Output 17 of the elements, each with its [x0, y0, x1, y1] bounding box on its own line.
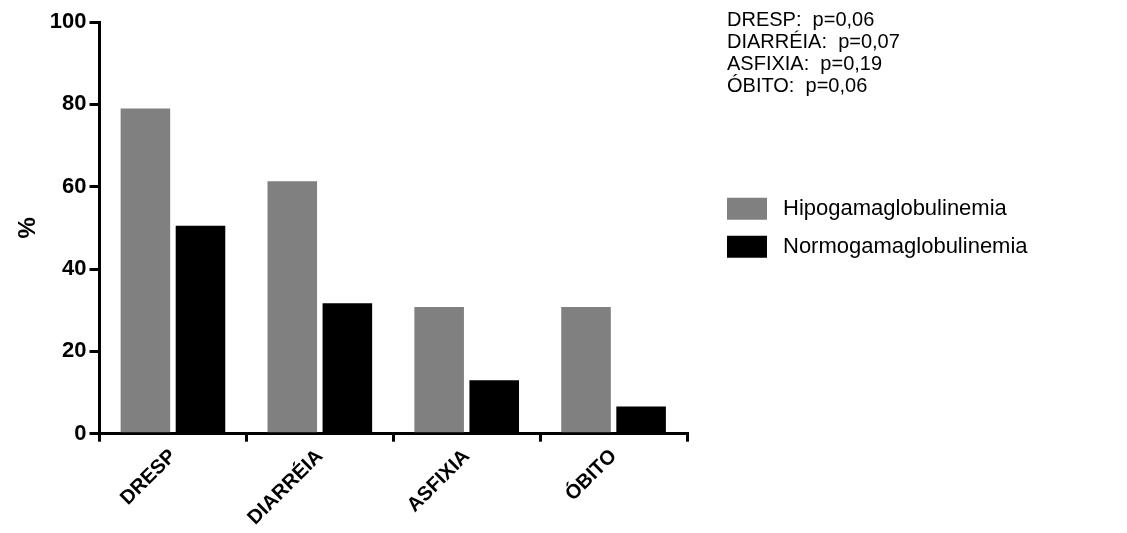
y-tick-label: 40: [62, 255, 87, 281]
text: DIARRÉIA: p=0,07: [727, 29, 900, 52]
y-axis-title: %: [13, 217, 41, 239]
text: ÓBITO: p=0,06: [727, 73, 868, 96]
legend-label: Normogamaglobulinemia: [783, 232, 1029, 258]
bar: [120, 108, 171, 433]
y-tick-label: 60: [62, 172, 87, 198]
text: DRESP: p=0,06: [727, 7, 875, 30]
bar: [414, 306, 464, 433]
y-tick-label: 20: [62, 337, 87, 363]
y-tick-label: 100: [49, 8, 87, 34]
legend-label: Hipogamaglobulinemia: [783, 194, 1008, 220]
bar: [267, 181, 318, 433]
y-tick-label: 0: [74, 419, 87, 445]
y-tick-label: 80: [62, 90, 87, 116]
text: ASFIXIA: p=0,19: [727, 51, 883, 74]
bar: [561, 306, 611, 433]
